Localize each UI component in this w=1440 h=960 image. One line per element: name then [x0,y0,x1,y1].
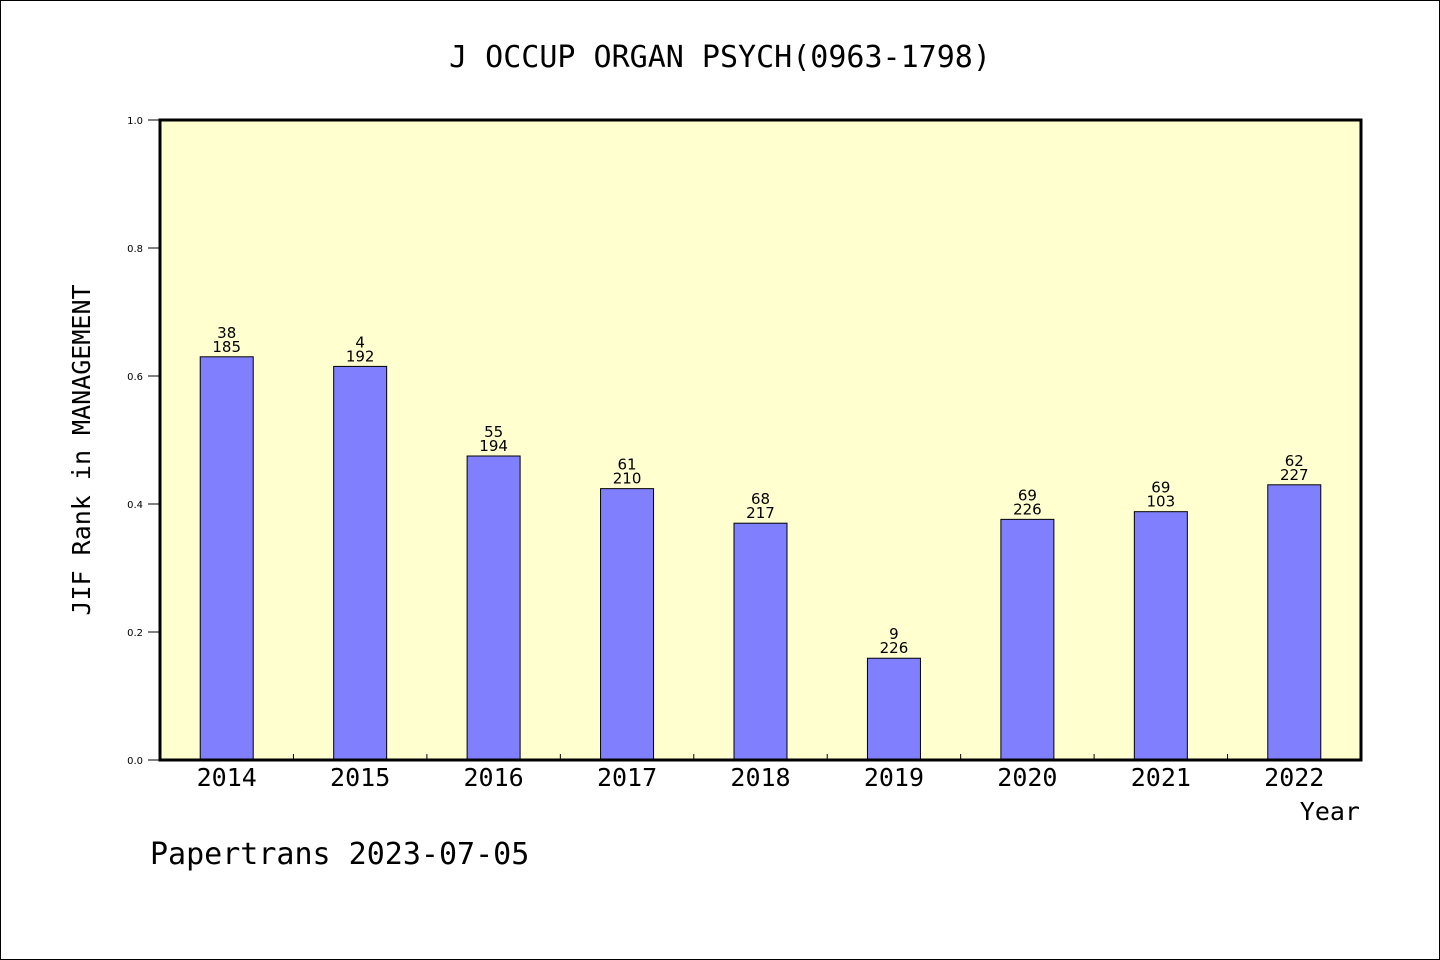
x-tick-label-2018: 2018 [730,763,790,792]
x-tick-label-2015: 2015 [330,763,390,792]
bar-2015 [333,365,388,761]
y-tick-label: 0.8 [127,244,143,255]
total-label-2019: 226 [880,639,909,657]
y-tick-label: 0.0 [127,756,143,767]
bar-2018 [733,522,788,761]
rank-label-2022: 62 [1285,452,1304,470]
rank-label-2019: 9 [889,625,899,643]
rank-label-2016: 55 [484,423,503,441]
total-label-2022: 227 [1280,466,1309,484]
rank-label-2017: 61 [618,456,637,474]
y-tick-label: 0.4 [127,500,143,511]
plot-border [158,118,1363,762]
y-axis-label: JIF Rank in MANAGEMENT [67,284,96,615]
rank-label-2021: 69 [1151,479,1170,497]
total-label-2021: 103 [1147,493,1176,511]
rank-label-2015: 4 [355,333,365,351]
total-label-2018: 217 [746,504,775,522]
x-tick-label-2019: 2019 [864,763,924,792]
bar-2014 [199,356,254,761]
total-label-2020: 226 [1013,500,1042,518]
rank-label-2014: 38 [217,324,236,342]
rank-label-2020: 69 [1018,486,1037,504]
bar-2022 [1267,484,1322,761]
y-tick-label: 0.2 [127,628,143,639]
x-axis-ticks: 2014 2015 2016 2017 2018 2019 2020 2021 2022 [197,754,1324,792]
x-tick-label-2022: 2022 [1264,763,1324,792]
y-axis-ticks: 0.0 0.2 0.4 0.6 0.8 1.0 [127,116,160,767]
total-label-2017: 210 [613,470,642,488]
x-tick-label-2021: 2021 [1131,763,1191,792]
bar-2019 [866,657,921,761]
total-label-2015: 192 [346,347,375,365]
bar-2017 [600,488,655,761]
footer-credit: Papertrans 2023-07-05 [150,837,529,872]
bar-2016 [466,455,521,761]
x-tick-label-2020: 2020 [997,763,1057,792]
x-tick-label-2017: 2017 [597,763,657,792]
bars-group [199,356,1322,761]
y-tick-label: 0.6 [127,372,143,383]
chart-title: J OCCUP ORGAN PSYCH(0963-1798) [449,40,991,75]
bar-2021 [1133,511,1188,761]
x-axis-label: Year [1300,797,1360,826]
total-label-2016: 194 [479,437,508,455]
rank-label-2018: 68 [751,490,770,508]
x-tick-label-2014: 2014 [197,763,257,792]
bar-2020 [1000,518,1055,761]
y-tick-label: 1.0 [127,116,143,127]
total-label-2014: 185 [212,338,241,356]
x-tick-label-2016: 2016 [464,763,524,792]
